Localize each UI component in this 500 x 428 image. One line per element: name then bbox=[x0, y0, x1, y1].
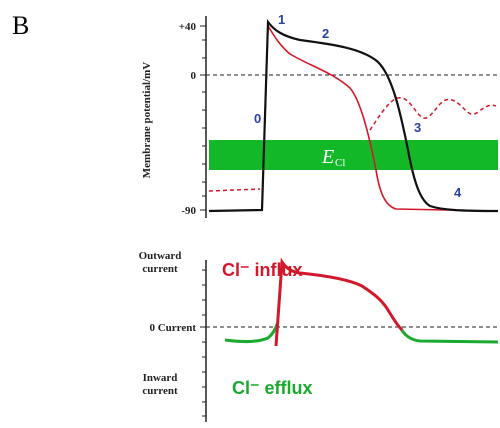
y-axis-label: Membrane potential/mV bbox=[141, 62, 153, 178]
efflux-trace-left bbox=[224, 321, 280, 344]
outward-label-line2: current bbox=[142, 263, 178, 275]
chloride-influx-label: Cl⁻ influx bbox=[222, 260, 303, 280]
outward-label-line1: Outward bbox=[139, 250, 182, 262]
red-dashed-resting-trace bbox=[208, 188, 261, 192]
zero-current-label: 0 Current bbox=[149, 322, 196, 334]
red-action-potential-trace bbox=[208, 23, 499, 212]
action-potential-panel: Membrane potential/mV +40 0 -90 E Cl bbox=[141, 12, 499, 218]
y-axis-ticks bbox=[200, 25, 206, 211]
phase-0-label: 0 bbox=[254, 111, 261, 126]
inward-label-line2: current bbox=[142, 385, 178, 397]
inward-label-line1: Inward bbox=[143, 372, 178, 384]
tick-label-plus40: +40 bbox=[179, 21, 197, 33]
influx-trace bbox=[274, 257, 404, 347]
current-y-axis-ticks bbox=[200, 269, 206, 417]
tick-label-0: 0 bbox=[191, 70, 197, 82]
phase-4-label: 4 bbox=[454, 185, 462, 200]
efflux-trace-right bbox=[398, 326, 499, 344]
red-dashed-oscillation-trace bbox=[369, 97, 497, 131]
phase-2-label: 2 bbox=[322, 26, 329, 41]
ecl-band bbox=[209, 140, 498, 170]
phase-3-label: 3 bbox=[414, 120, 421, 135]
ecl-subscript: Cl bbox=[335, 157, 345, 169]
tick-label-minus90: -90 bbox=[181, 205, 196, 217]
chloride-current-panel: Outward current 0 Current Inward current… bbox=[139, 250, 499, 422]
phase-1-label: 1 bbox=[278, 12, 285, 27]
black-action-potential-trace bbox=[208, 18, 499, 213]
ecl-label: E bbox=[321, 146, 334, 168]
chloride-efflux-label: Cl⁻ efflux bbox=[232, 378, 313, 398]
panel-label: B bbox=[12, 11, 29, 40]
